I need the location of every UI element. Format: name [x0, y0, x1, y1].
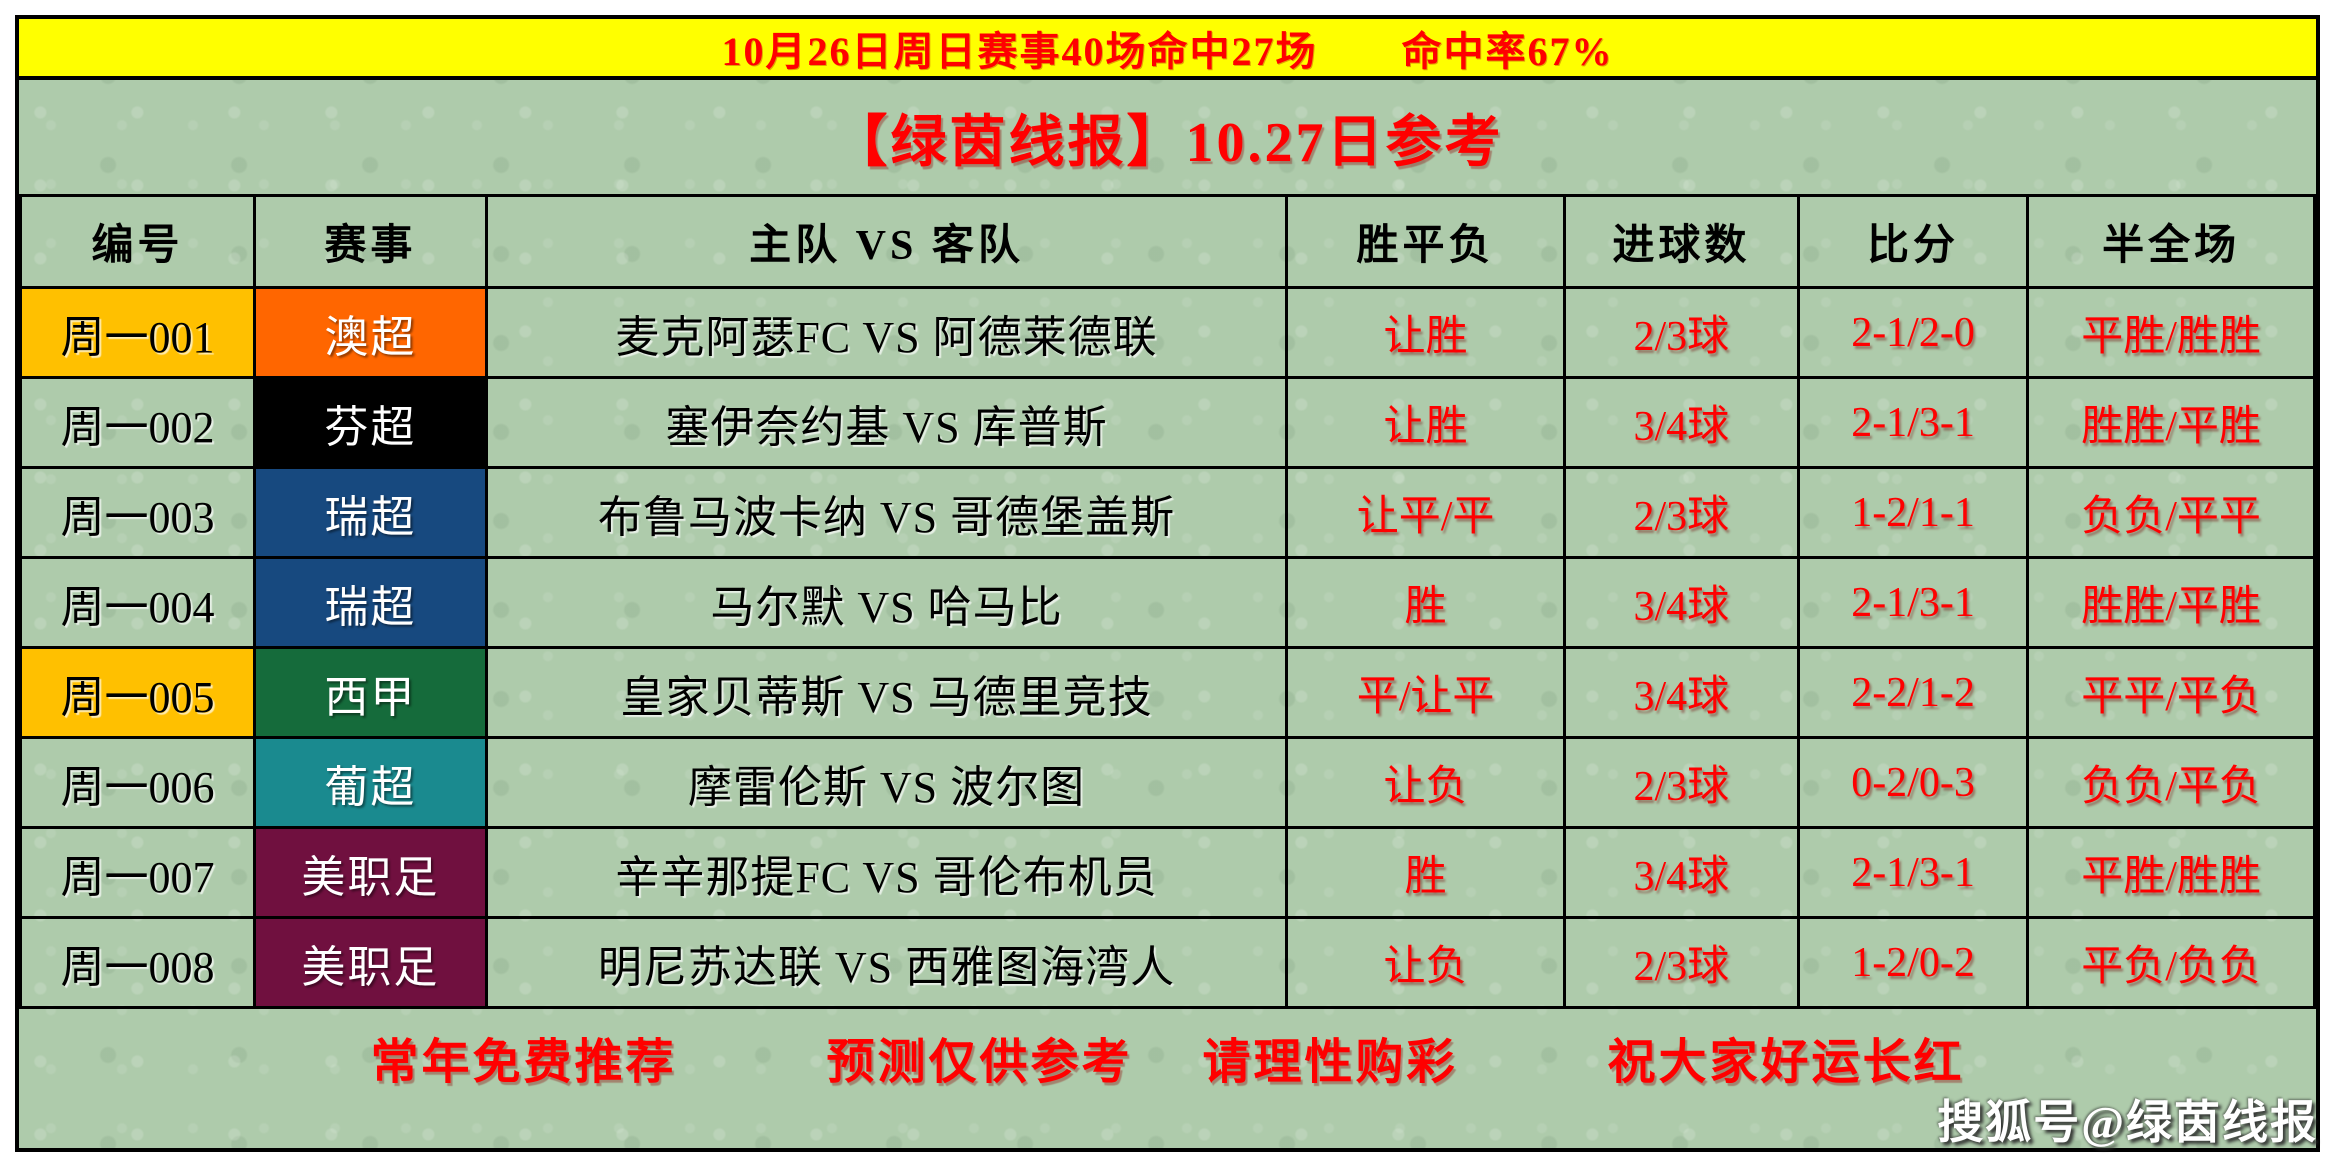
table-body: 周一001 澳超 麦克阿瑟FC VS 阿德莱德联 让胜 2/3球 2-1/2-0 平胜/胜胜… — [19, 286, 2316, 1009]
table-row: 周一004 瑞超 马尔默 VS 哈马比胜 3/4球 2-1/3-1 胜胜/平胜 — [19, 556, 2316, 649]
match-number-cell: 周一003 — [19, 466, 256, 559]
matchup-cell: 马尔默 VS 哈马比 — [484, 556, 1289, 649]
top-banner: 10月26日周日赛事40场命中27场 命中率67% — [19, 19, 2316, 80]
match-number-cell: 周一005 — [19, 646, 256, 739]
half-full-cell: 胜胜/平胜 — [2026, 556, 2316, 649]
league-badge-cell: 西甲 — [252, 646, 488, 739]
matchup-cell: 麦克阿瑟FC VS 阿德莱德联 — [484, 286, 1289, 379]
half-full-cell: 平胜/胜胜 — [2026, 826, 2316, 919]
footer-note-1: 常年免费推荐 — [370, 1036, 677, 1089]
match-number-cell: 周一008 — [19, 916, 256, 1009]
footer-note-2: 预测仅供参考 — [826, 1036, 1133, 1089]
matchup-cell: 明尼苏达联 VS 西雅图海湾人 — [484, 916, 1289, 1009]
table-row: 周一003 瑞超 布鲁马波卡纳 VS 哥德堡盖斯 让平/平 2/3球 1-2/1-1 负负/… — [19, 466, 2316, 559]
title-area: 【绿茵线报】10.27日参考 — [19, 80, 2316, 194]
matchup-cell: 摩雷伦斯 VS 波尔图 — [484, 736, 1289, 829]
predictions-table: 编号 赛事 主队 VS 客队 胜平负 进球数 比分 半全场 周一001 澳超 麦克阿瑟FC VS… — [19, 194, 2316, 1009]
column-header-4: 胜平负 — [1285, 194, 1566, 289]
footer-note-3: 请理性购彩 — [1202, 1036, 1458, 1089]
score-cell: 2-1/2-0 — [1796, 286, 2030, 379]
goals-cell: 2/3球 — [1562, 286, 1800, 379]
league-badge-cell: 澳超 — [252, 286, 488, 379]
table-row: 周一007 美职足 辛辛那提FC VS 哥伦布机员胜 3/4球 2-1/3-1 平胜/胜胜 — [19, 826, 2316, 919]
goals-cell: 3/4球 — [1562, 376, 1800, 469]
table-row: 周一008 美职足 明尼苏达联 VS 西雅图海湾人 让负 2/3球 1-2/0-2 平负/负… — [19, 916, 2316, 1009]
goals-cell: 3/4球 — [1562, 646, 1800, 739]
matchup-cell: 皇家贝蒂斯 VS 马德里竞技 — [484, 646, 1289, 739]
matchup-cell: 塞伊奈约基 VS 库普斯 — [484, 376, 1289, 469]
match-number-cell: 周一006 — [19, 736, 256, 829]
score-cell: 2-2/1-2 — [1796, 646, 2030, 739]
score-cell: 2-1/3-1 — [1796, 826, 2030, 919]
league-badge-cell: 瑞超 — [252, 556, 488, 649]
column-header-2: 赛事 — [252, 194, 488, 289]
half-full-cell: 负负/平平 — [2026, 466, 2316, 559]
table-row: 周一001 澳超 麦克阿瑟FC VS 阿德莱德联 让胜 2/3球 2-1/2-0 平胜/胜胜 — [19, 286, 2316, 379]
match-number-cell: 周一002 — [19, 376, 256, 469]
win-draw-loss-cell: 让负 — [1285, 736, 1566, 829]
header-row: 编号 赛事 主队 VS 客队 胜平负 进球数 比分 半全场 — [19, 194, 2316, 289]
half-full-cell: 胜胜/平胜 — [2026, 376, 2316, 469]
match-number-cell: 周一001 — [19, 286, 256, 379]
column-header-6: 比分 — [1796, 194, 2030, 289]
matchup-cell: 布鲁马波卡纳 VS 哥德堡盖斯 — [484, 466, 1289, 559]
win-draw-loss-cell: 让负 — [1285, 916, 1566, 1009]
column-header-7: 半全场 — [2026, 194, 2316, 289]
banner-text: 10月26日周日赛事40场命中27场 命中率67% — [721, 28, 1614, 74]
score-cell: 0-2/0-3 — [1796, 736, 2030, 829]
match-number-cell: 周一004 — [19, 556, 256, 649]
goals-cell: 3/4球 — [1562, 826, 1800, 919]
column-header-1: 编号 — [19, 194, 256, 289]
half-full-cell: 平平/平负 — [2026, 646, 2316, 739]
win-draw-loss-cell: 胜 — [1285, 556, 1566, 649]
column-header-3: 主队 VS 客队 — [484, 194, 1289, 289]
table-row: 周一006 葡超 摩雷伦斯 VS 波尔图 让负 2/3球 0-2/0-3 负负/平负 — [19, 736, 2316, 829]
match-number-cell: 周一007 — [19, 826, 256, 919]
win-draw-loss-cell: 胜 — [1285, 826, 1566, 919]
page-title: 【绿茵线报】10.27日参考 — [831, 111, 1504, 174]
matchup-cell: 辛辛那提FC VS 哥伦布机员 — [484, 826, 1289, 919]
half-full-cell: 平胜/胜胜 — [2026, 286, 2316, 379]
score-cell: 2-1/3-1 — [1796, 556, 2030, 649]
score-cell: 1-2/0-2 — [1796, 916, 2030, 1009]
league-badge-cell: 瑞超 — [252, 466, 488, 559]
goals-cell: 3/4球 — [1562, 556, 1800, 649]
half-full-cell: 负负/平负 — [2026, 736, 2316, 829]
watermark: 搜狐号@绿茵线报 — [1937, 1097, 2318, 1148]
league-badge-cell: 美职足 — [252, 826, 488, 919]
league-badge-cell: 葡超 — [252, 736, 488, 829]
content-frame: 10月26日周日赛事40场命中27场 命中率67% 【绿茵线报】10.27日参考… — [15, 15, 2320, 1152]
win-draw-loss-cell: 让胜 — [1285, 376, 1566, 469]
half-full-cell: 平负/负负 — [2026, 916, 2316, 1009]
goals-cell: 2/3球 — [1562, 916, 1800, 1009]
goals-cell: 2/3球 — [1562, 736, 1800, 829]
table-row: 周一005 西甲 皇家贝蒂斯 VS 马德里竞技 平/让平 3/4球 2-2/1-2 平平/平… — [19, 646, 2316, 739]
league-badge-cell: 美职足 — [252, 916, 488, 1009]
footer: 常年免费推荐 预测仅供参考 请理性购彩 祝大家好运长红 — [19, 1009, 2316, 1105]
table-row: 周一002 芬超 塞伊奈约基 VS 库普斯 让胜 3/4球 2-1/3-1 胜胜/平胜 — [19, 376, 2316, 469]
goals-cell: 2/3球 — [1562, 466, 1800, 559]
score-cell: 1-2/1-1 — [1796, 466, 2030, 559]
score-cell: 2-1/3-1 — [1796, 376, 2030, 469]
column-header-5: 进球数 — [1562, 194, 1800, 289]
win-draw-loss-cell: 平/让平 — [1285, 646, 1566, 739]
league-badge-cell: 芬超 — [252, 376, 488, 469]
win-draw-loss-cell: 让胜 — [1285, 286, 1566, 379]
win-draw-loss-cell: 让平/平 — [1285, 466, 1566, 559]
footer-note-4: 祝大家好运长红 — [1607, 1036, 1965, 1089]
